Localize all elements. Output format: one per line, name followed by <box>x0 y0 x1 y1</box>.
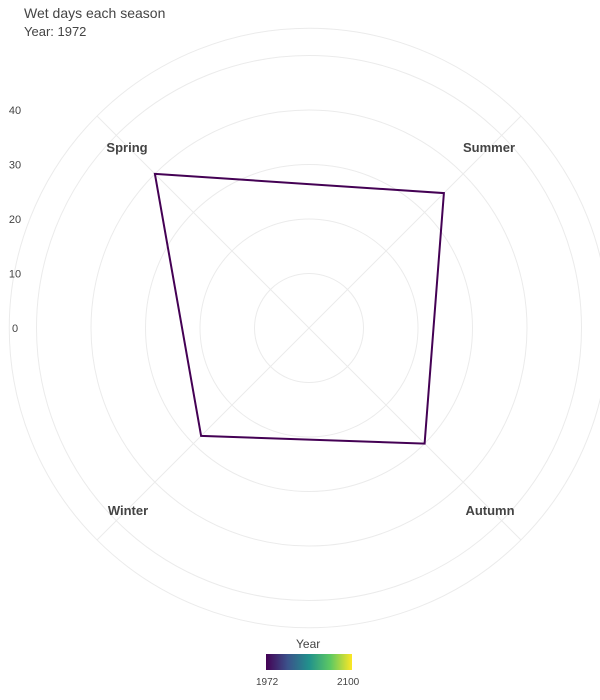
grid-spoke <box>96 327 310 541</box>
category-label-summer: Summer <box>463 140 515 155</box>
grid-circle <box>199 218 419 438</box>
grid-spoke <box>96 115 310 329</box>
legend-title: Year <box>296 637 321 651</box>
legend-colorbar <box>266 654 352 670</box>
radial-tick-label: 20 <box>9 214 21 226</box>
grid-circle <box>36 55 582 601</box>
radial-tick-label: 0 <box>12 323 18 335</box>
grid-circle <box>145 164 473 492</box>
legend-min-label: 1972 <box>256 677 279 688</box>
category-label-winter: Winter <box>108 503 148 518</box>
legend-max-label: 2100 <box>337 677 360 688</box>
series-line <box>153 172 445 445</box>
grid-circle <box>254 273 364 383</box>
radial-tick-label: 40 <box>9 105 21 117</box>
grid-spoke <box>308 327 522 541</box>
grid-spoke <box>308 115 522 329</box>
chart-title: Wet days each season <box>24 5 166 21</box>
radial-tick-label: 30 <box>9 160 21 172</box>
category-label-spring: Spring <box>106 140 147 155</box>
grid-circle <box>90 109 528 547</box>
radial-tick-label: 10 <box>9 269 21 281</box>
category-label-autumn: Autumn <box>465 503 514 518</box>
chart-subtitle: Year: 1972 <box>24 24 87 39</box>
grid-circle <box>8 27 600 629</box>
